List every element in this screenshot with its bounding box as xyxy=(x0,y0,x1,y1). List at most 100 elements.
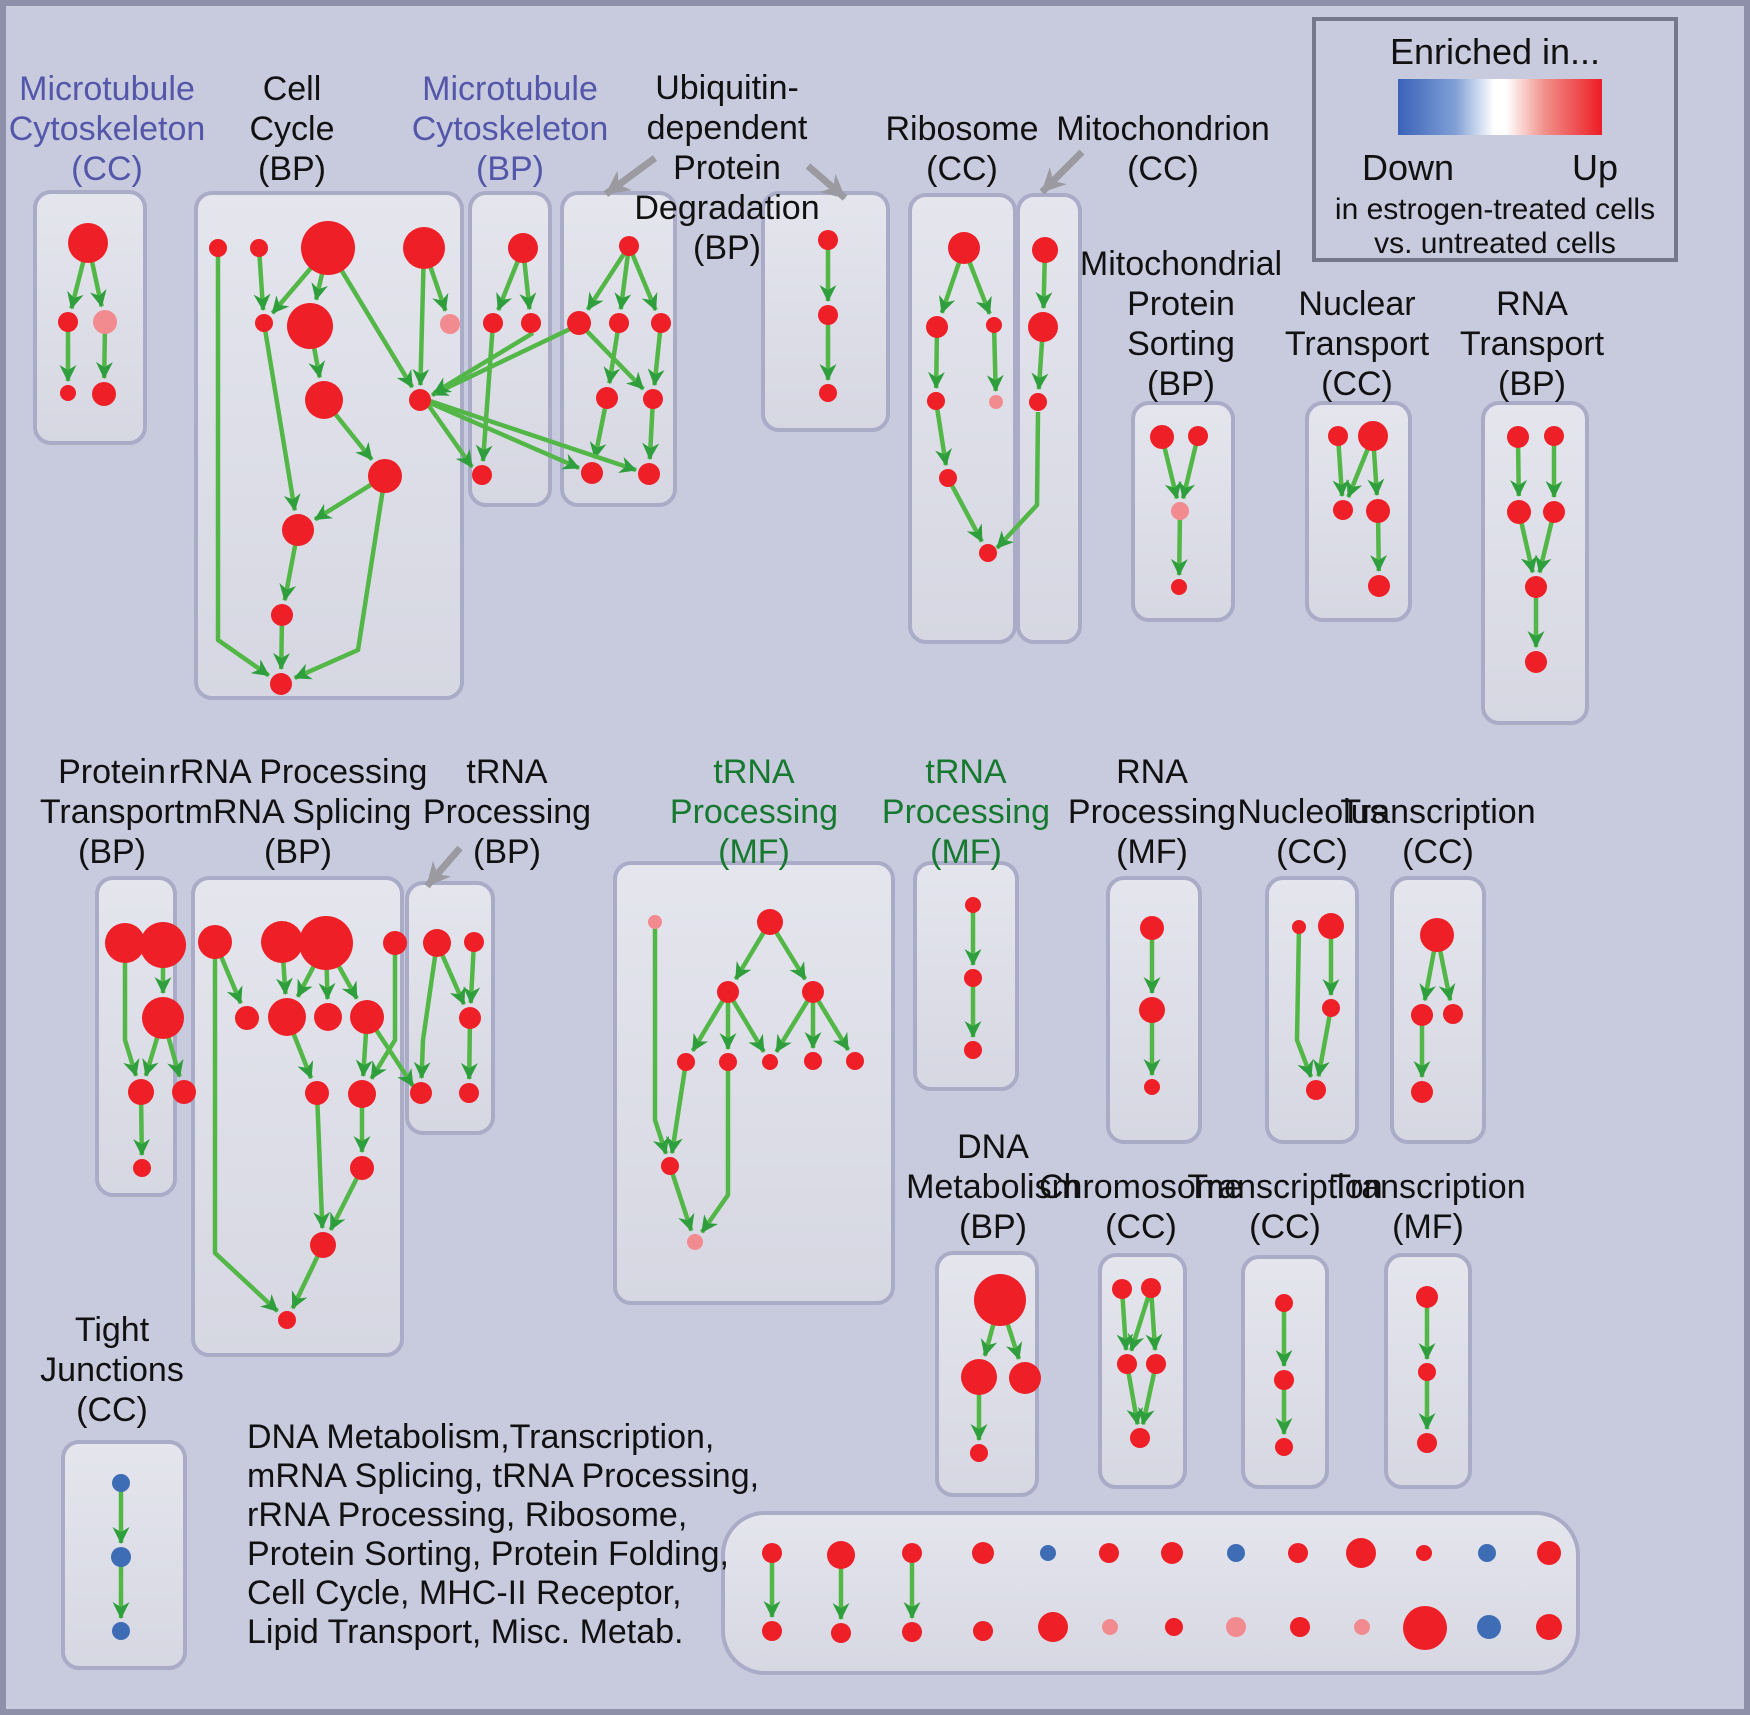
edge xyxy=(577,321,645,391)
go-term-node xyxy=(198,925,232,959)
go-term-node xyxy=(1290,1617,1310,1637)
go-term-node xyxy=(979,544,997,562)
go-term-node xyxy=(1443,1004,1463,1024)
edge xyxy=(1170,510,1188,577)
go-term-node xyxy=(902,1622,922,1642)
cross-link-rrna-to-trna-bp xyxy=(371,1023,415,1088)
go-term-node xyxy=(1416,1545,1432,1561)
go-term-node xyxy=(651,313,671,333)
cross-link-mitochondrion-to-ribosome xyxy=(995,411,1041,550)
cross-link-mtbp-to-cellcycle-hub xyxy=(432,331,535,395)
go-term-node xyxy=(1477,1615,1501,1639)
go-term-node xyxy=(619,236,639,256)
edges xyxy=(59,240,1563,1620)
go-term-node xyxy=(483,313,503,333)
go-term-node xyxy=(661,1157,679,1175)
cross-link-cellcycle-hub-to-ubiq-left xyxy=(429,400,580,471)
go-term-node xyxy=(926,316,948,338)
go-term-node xyxy=(989,395,1003,409)
go-term-node xyxy=(818,230,838,250)
go-term-node xyxy=(383,931,407,955)
cluster-label-nucleolus-cc: Nucleolus (CC) xyxy=(1237,793,1387,871)
edge xyxy=(1138,1363,1159,1426)
go-term-node xyxy=(717,981,739,1003)
go-term-node xyxy=(762,1543,782,1563)
cluster-label-ribosome-cc: Ribosome (CC) xyxy=(885,110,1039,188)
go-term-node xyxy=(961,1359,997,1395)
go-term-node xyxy=(142,997,184,1039)
go-term-node xyxy=(1171,502,1189,520)
go-term-node xyxy=(1418,1363,1436,1381)
edge xyxy=(261,322,301,512)
go-term-node xyxy=(1117,1354,1137,1374)
go-term-node xyxy=(1417,1433,1437,1453)
go-term-node xyxy=(1354,1619,1370,1635)
go-term-node xyxy=(802,981,824,1003)
go-term-node xyxy=(271,604,293,626)
go-term-node xyxy=(1141,1278,1161,1298)
cluster-label-rna-processing-mf: RNA Processing (MF) xyxy=(1067,753,1237,871)
go-term-node xyxy=(1525,576,1547,598)
cluster-label-trna-processing-bp: tRNA Processing (BP) xyxy=(422,753,592,871)
go-term-node xyxy=(986,317,1002,333)
go-term-node xyxy=(1144,1079,1160,1095)
edge xyxy=(1127,1287,1154,1352)
go-term-node xyxy=(268,998,306,1036)
legend-gradient-bar xyxy=(1398,79,1602,135)
go-term-node xyxy=(970,1444,988,1462)
go-term-node xyxy=(1507,500,1531,524)
edge xyxy=(585,244,631,311)
edge xyxy=(774,990,815,1053)
edge xyxy=(652,922,670,1155)
go-term-node xyxy=(1416,1286,1438,1308)
go-term-node xyxy=(1275,1438,1293,1456)
go-term-node xyxy=(1009,1362,1041,1394)
go-term-node xyxy=(762,1054,778,1070)
edge xyxy=(1332,435,1350,498)
cluster-label-ubiquitin-degradation-bp: Ubiquitin- dependent Protein Degradation… xyxy=(634,69,820,267)
go-term-node xyxy=(1146,1354,1166,1374)
go-term-node xyxy=(596,387,618,409)
edge xyxy=(215,248,270,678)
go-term-node xyxy=(521,313,541,333)
edge xyxy=(1145,1287,1163,1352)
edge xyxy=(642,398,660,461)
go-term-node xyxy=(927,392,945,410)
go-term-node xyxy=(1112,1279,1132,1299)
go-term-node xyxy=(1318,913,1344,939)
go-term-node xyxy=(818,305,838,325)
cluster-label-chromosome-cc: Chromosome (CC) xyxy=(1038,1168,1244,1246)
go-term-node xyxy=(1028,312,1058,342)
go-term-node xyxy=(1099,1543,1119,1563)
edge xyxy=(986,324,1004,393)
cluster-label-rrna-processing-mrna-splicing-bp: rRNA Processing mRNA Splicing (BP) xyxy=(168,753,428,871)
go-term-node xyxy=(902,1543,922,1563)
go-term-node xyxy=(314,1003,342,1031)
cross-link-cellcycle-hub-to-ubiq-right xyxy=(429,398,637,473)
go-term-node xyxy=(261,921,303,963)
go-term-node xyxy=(974,1274,1026,1326)
edge xyxy=(666,1061,689,1155)
go-term-node xyxy=(762,1621,782,1641)
go-term-node xyxy=(939,469,957,487)
cluster-label-transcription-cc-2: Transcription (CC) xyxy=(1187,1168,1383,1246)
edge xyxy=(475,322,496,463)
edge xyxy=(412,247,430,387)
edge xyxy=(313,1092,331,1230)
edge xyxy=(212,942,280,1313)
go-term-node xyxy=(250,239,268,257)
cluster-box-nucleolus-cc xyxy=(1265,876,1359,1144)
cluster-label-trna-processing-mf-1: tRNA Processing (MF) xyxy=(669,753,839,871)
cluster-label-trna-processing-mf-2: tRNA Processing (MF) xyxy=(881,753,1051,871)
go-term-node xyxy=(299,916,353,970)
legend-down-label: Down xyxy=(1362,147,1455,188)
go-term-node xyxy=(1292,920,1306,934)
go-term-node xyxy=(1171,579,1187,595)
go-term-node xyxy=(133,1159,151,1177)
go-term-node xyxy=(350,1000,384,1034)
edge xyxy=(933,400,952,467)
cluster-label-tight-junctions-cc: Tight Junctions (CC) xyxy=(40,1311,184,1429)
cluster-label-rna-transport-bp: RNA Transport (BP) xyxy=(1459,285,1605,403)
edge xyxy=(1313,1007,1334,1078)
